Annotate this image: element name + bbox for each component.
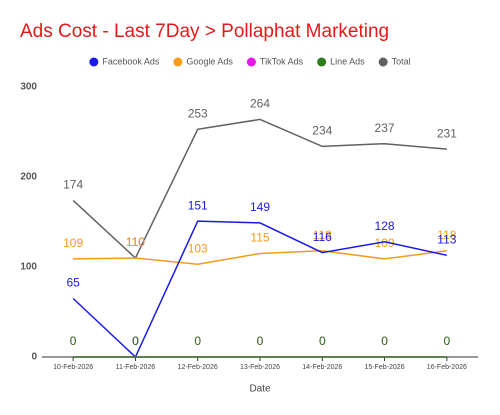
data-label: 0 (381, 334, 388, 348)
chart-title: Ads Cost - Last 7Day > Pollaphat Marketi… (20, 21, 389, 42)
legend-item[interactable]: Line Ads (317, 56, 365, 67)
data-label: 0 (70, 334, 77, 348)
data-label: 0 (444, 334, 451, 348)
x-axis-title: Date (249, 384, 271, 395)
data-label: 118 (437, 228, 456, 242)
data-label: 109 (63, 236, 83, 250)
data-label: 151 (188, 198, 208, 212)
data-label: 231 (437, 126, 457, 140)
x-tick-label: 14-Feb-2026 (302, 364, 342, 371)
data-label: 128 (375, 219, 395, 233)
data-label: 0 (257, 334, 264, 348)
data-label: 103 (188, 241, 208, 255)
legend-swatch (246, 57, 256, 67)
legend-swatch (89, 57, 99, 67)
data-label: 0 (194, 334, 201, 348)
data-label: 0 (381, 334, 388, 348)
legend-label: Facebook Ads (102, 56, 160, 66)
data-label: 0 (319, 334, 326, 348)
data-label: 149 (250, 200, 270, 214)
data-label: 115 (250, 231, 269, 245)
legend-item[interactable]: Facebook Ads (89, 56, 160, 67)
data-label: 113 (437, 232, 456, 246)
data-label: 264 (250, 97, 270, 111)
data-label: 116 (313, 230, 332, 244)
data-label: 234 (312, 124, 332, 138)
legend-swatch (173, 57, 183, 67)
legend-item[interactable]: Google Ads (173, 56, 233, 67)
x-tick-label: 16-Feb-2026 (427, 364, 467, 371)
data-label: 118 (313, 228, 332, 242)
data-label: 0 (132, 334, 139, 348)
series-line (73, 250, 447, 266)
x-tick-label: 11-Feb-2026 (116, 364, 156, 371)
x-tick-label: 15-Feb-2026 (365, 364, 405, 371)
x-tick-label: 10-Feb-2026 (53, 364, 93, 371)
legend-item[interactable]: Total (378, 56, 411, 67)
data-label: 0 (257, 334, 264, 348)
legend-item[interactable]: TikTok Ads (246, 56, 304, 67)
data-label: 0 (132, 334, 139, 348)
legend-label: Total (392, 56, 411, 66)
data-label: 0 (194, 334, 201, 348)
data-label: 237 (375, 121, 395, 135)
data-label: 110 (126, 235, 145, 249)
data-label: 253 (188, 106, 208, 120)
y-tick-label: 300 (20, 82, 37, 93)
x-tick-label: 13-Feb-2026 (240, 364, 280, 371)
x-tick-label: 12-Feb-2026 (178, 364, 218, 371)
data-label: 0 (132, 334, 139, 348)
data-label: 0 (319, 334, 326, 348)
y-tick-label: 0 (31, 352, 37, 363)
legend-label: Google Ads (186, 56, 233, 66)
legend-label: Line Ads (330, 56, 365, 66)
legend-swatch (317, 57, 327, 67)
legend-swatch (378, 57, 388, 67)
data-label: 0 (444, 334, 451, 348)
data-label: 174 (63, 178, 83, 192)
data-label: 65 (66, 276, 80, 290)
y-tick-label: 200 (20, 172, 37, 183)
y-tick-label: 100 (20, 262, 37, 273)
data-label: 109 (375, 236, 395, 250)
legend-label: TikTok Ads (260, 56, 304, 66)
data-label: 110 (126, 235, 145, 249)
data-label: 0 (70, 334, 77, 348)
